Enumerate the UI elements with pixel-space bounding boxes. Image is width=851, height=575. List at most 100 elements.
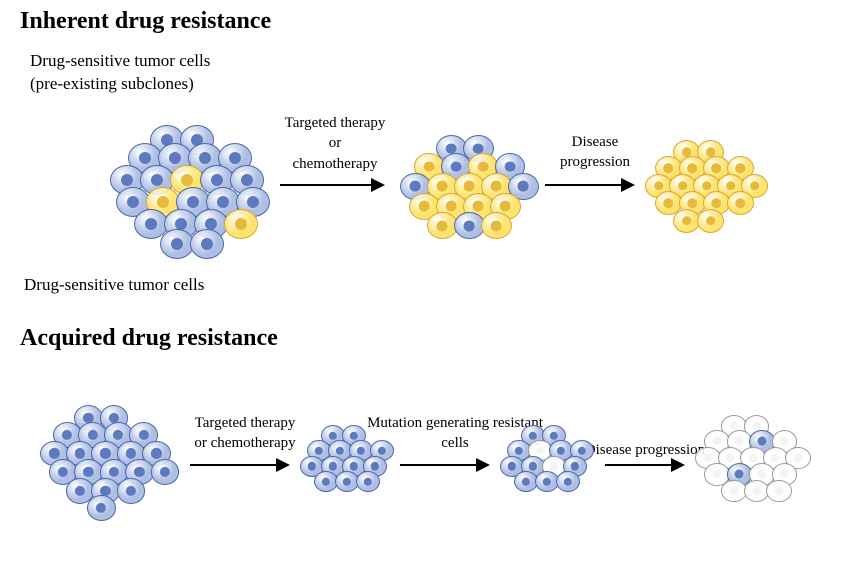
cell-nucleus [508, 462, 516, 470]
cell-nucleus [336, 447, 344, 455]
cell-nucleus [518, 181, 529, 192]
cell-blue [356, 471, 380, 492]
cell-nucleus [75, 486, 85, 496]
cell-nucleus [235, 218, 247, 230]
cell-nucleus [515, 447, 523, 455]
caption-dp1-l2: progression [540, 152, 650, 172]
cell-nucleus [211, 174, 223, 186]
cell-nucleus [663, 198, 673, 208]
cell-nucleus [750, 181, 760, 191]
cell-nucleus [578, 447, 586, 455]
cell-nucleus [350, 431, 358, 439]
cell-nucleus [88, 430, 98, 440]
cell-white [721, 480, 747, 503]
cell-nucleus [735, 198, 745, 208]
cell-yellow [427, 212, 458, 239]
arrow-shaft [280, 184, 371, 186]
caption-disease-progression-1: Disease progression [540, 132, 650, 173]
cell-nucleus [464, 181, 475, 192]
cell-nucleus [473, 201, 484, 212]
arrow-shaft [190, 464, 276, 466]
cell-nucleus [550, 431, 558, 439]
cell-nucleus [96, 503, 106, 513]
cell-yellow [697, 209, 724, 233]
arrow-shaft [400, 464, 476, 466]
caption-dp2-l1: Disease progression [580, 440, 710, 460]
arrow-head-icon [621, 178, 635, 192]
arrow-shaft [605, 464, 671, 466]
cell-nucleus [536, 447, 544, 455]
cell-nucleus [500, 201, 511, 212]
cell-nucleus [329, 462, 337, 470]
cell-nucleus [139, 430, 149, 440]
cell-nucleus [748, 453, 757, 462]
cell-nucleus [134, 467, 144, 477]
cell-blue [160, 229, 194, 259]
cell-nucleus [157, 196, 169, 208]
cell-nucleus [730, 486, 739, 495]
cell-blue [454, 212, 485, 239]
cell-nucleus [529, 431, 537, 439]
cell-nucleus [329, 431, 337, 439]
cell-nucleus [350, 462, 358, 470]
cell-nucleus [58, 467, 68, 477]
arrow-head-icon [476, 458, 490, 472]
cell-nucleus [83, 467, 93, 477]
caption-sensitive: Drug-sensitive tumor cells [24, 274, 284, 297]
cell-nucleus [315, 447, 323, 455]
cell-nucleus [464, 220, 475, 231]
cell-nucleus [160, 467, 170, 477]
cell-nucleus [491, 181, 502, 192]
cell-nucleus [703, 453, 712, 462]
cell-nucleus [712, 470, 721, 479]
cell-nucleus [654, 181, 664, 191]
arrow-head-icon [671, 458, 685, 472]
cell-nucleus [151, 174, 163, 186]
cell-nucleus [322, 477, 330, 485]
cell-nucleus [62, 430, 72, 440]
cell-nucleus [793, 453, 802, 462]
cell-nucleus [780, 470, 789, 479]
cell-nucleus [145, 218, 157, 230]
cell-nucleus [543, 477, 551, 485]
cell-nucleus [682, 216, 692, 226]
cell-nucleus [113, 430, 123, 440]
cell-nucleus [757, 437, 766, 446]
heading-acquired: Acquired drug resistance [20, 325, 278, 352]
caption-subclones-line1: Drug-sensitive tumor cells [30, 50, 290, 73]
cell-nucleus [687, 198, 697, 208]
cell-white [766, 480, 792, 503]
caption-subclones-line2: (pre-existing subclones) [30, 73, 290, 96]
caption-disease-progression-2: Disease progression [580, 440, 710, 460]
cell-nucleus [151, 448, 161, 458]
cell-blue [556, 471, 580, 492]
cell-nucleus [187, 196, 199, 208]
cell-nucleus [702, 181, 712, 191]
cell-nucleus [121, 174, 133, 186]
cell-nucleus [229, 152, 241, 164]
cell-yellow [481, 212, 512, 239]
cell-nucleus [726, 453, 735, 462]
caption-subclones: Drug-sensitive tumor cells (pre-existing… [30, 50, 290, 96]
cell-nucleus [437, 220, 448, 231]
cell-nucleus [663, 163, 673, 173]
cell-nucleus [571, 462, 579, 470]
cell-nucleus [199, 152, 211, 164]
caption-therapy-1: Targeted therapy or chemotherapy [270, 113, 400, 174]
cell-nucleus [423, 161, 434, 172]
cell-nucleus [752, 486, 761, 495]
cell-nucleus [364, 477, 372, 485]
cell-nucleus [217, 196, 229, 208]
cell-nucleus [735, 437, 744, 446]
figure-canvas: Inherent drug resistance Acquired drug r… [0, 0, 851, 575]
cell-nucleus [419, 201, 430, 212]
cell-nucleus [780, 437, 789, 446]
cell-nucleus [139, 152, 151, 164]
cell-nucleus [711, 163, 721, 173]
cell-nucleus [504, 161, 515, 172]
cell-nucleus [127, 196, 139, 208]
cell-nucleus [247, 196, 259, 208]
arrow-shaft [545, 184, 621, 186]
cell-nucleus [564, 477, 572, 485]
cell-blue [151, 459, 180, 485]
